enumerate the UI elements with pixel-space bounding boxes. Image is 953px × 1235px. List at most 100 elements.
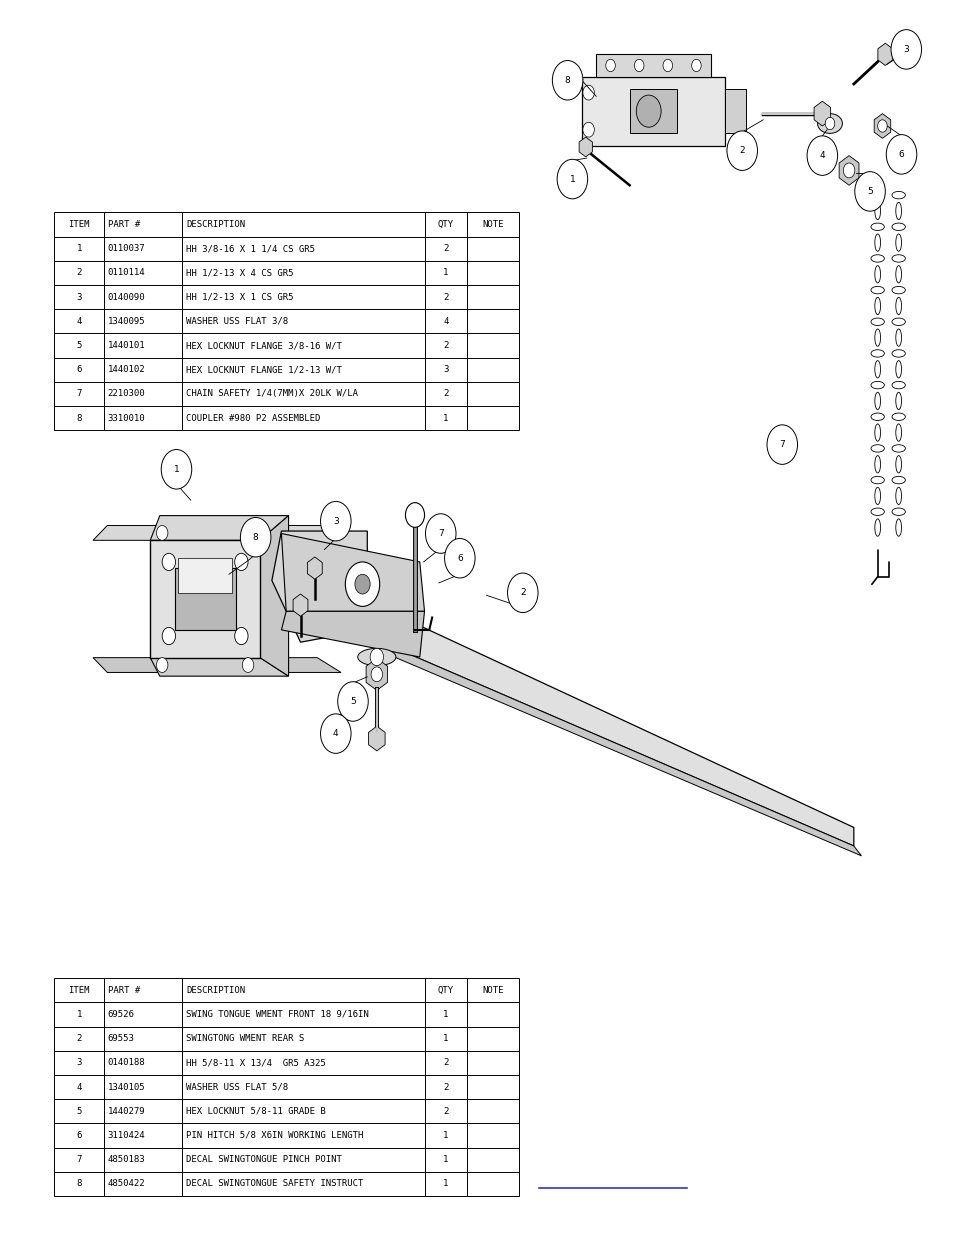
Ellipse shape xyxy=(874,393,880,410)
Polygon shape xyxy=(281,611,424,657)
Circle shape xyxy=(824,117,834,130)
Text: 1: 1 xyxy=(76,1010,82,1019)
Text: 7: 7 xyxy=(437,529,443,538)
Text: SWINGTONG WMENT REAR S: SWINGTONG WMENT REAR S xyxy=(186,1034,304,1044)
Ellipse shape xyxy=(870,508,883,515)
Ellipse shape xyxy=(895,456,901,473)
Polygon shape xyxy=(295,605,861,856)
Text: 1440101: 1440101 xyxy=(108,341,145,350)
Ellipse shape xyxy=(870,412,883,420)
FancyBboxPatch shape xyxy=(581,77,724,146)
Circle shape xyxy=(582,122,594,137)
Text: 7: 7 xyxy=(76,389,82,399)
Text: 5: 5 xyxy=(866,186,872,196)
Polygon shape xyxy=(272,531,367,642)
Circle shape xyxy=(662,59,672,72)
Circle shape xyxy=(337,682,368,721)
Circle shape xyxy=(507,573,537,613)
Circle shape xyxy=(355,574,370,594)
Text: 3110424: 3110424 xyxy=(108,1131,145,1140)
Text: 0140188: 0140188 xyxy=(108,1058,145,1067)
Text: 4: 4 xyxy=(443,317,448,326)
Polygon shape xyxy=(877,43,892,65)
Ellipse shape xyxy=(870,382,883,389)
Text: 3: 3 xyxy=(76,1058,82,1067)
Text: 1440102: 1440102 xyxy=(108,366,145,374)
Text: 2: 2 xyxy=(443,1107,448,1115)
Circle shape xyxy=(854,172,884,211)
Polygon shape xyxy=(368,726,385,751)
Text: 1: 1 xyxy=(443,1179,448,1188)
Circle shape xyxy=(234,627,248,645)
Text: PART #: PART # xyxy=(108,220,140,228)
Text: 0110037: 0110037 xyxy=(108,245,145,253)
Ellipse shape xyxy=(891,224,904,231)
Text: 0140090: 0140090 xyxy=(108,293,145,301)
Text: 8: 8 xyxy=(564,75,570,85)
Text: 4: 4 xyxy=(76,317,82,326)
Polygon shape xyxy=(873,114,890,138)
Text: 1: 1 xyxy=(76,245,82,253)
Text: HH 3/8-16 X 1 1/4 CS GR5: HH 3/8-16 X 1 1/4 CS GR5 xyxy=(186,245,314,253)
Ellipse shape xyxy=(895,266,901,283)
FancyBboxPatch shape xyxy=(151,541,259,657)
Text: 2: 2 xyxy=(739,146,744,156)
Text: 6: 6 xyxy=(456,553,462,563)
Text: NOTE: NOTE xyxy=(481,220,503,228)
FancyBboxPatch shape xyxy=(178,558,232,593)
FancyBboxPatch shape xyxy=(724,89,745,133)
Text: COUPLER #980 P2 ASSEMBLED: COUPLER #980 P2 ASSEMBLED xyxy=(186,414,320,422)
Text: 3310010: 3310010 xyxy=(108,414,145,422)
Text: 3: 3 xyxy=(76,293,82,301)
Ellipse shape xyxy=(874,203,880,220)
Text: 1: 1 xyxy=(569,174,575,184)
Ellipse shape xyxy=(874,266,880,283)
Text: 6: 6 xyxy=(898,149,903,159)
Text: 7: 7 xyxy=(779,440,784,450)
Text: PART #: PART # xyxy=(108,986,140,994)
Bar xyxy=(54,978,518,1195)
Text: 0110114: 0110114 xyxy=(108,268,145,278)
Ellipse shape xyxy=(895,233,901,251)
Polygon shape xyxy=(259,516,288,677)
Ellipse shape xyxy=(874,298,880,315)
Polygon shape xyxy=(92,657,341,672)
Text: 2: 2 xyxy=(443,245,448,253)
Ellipse shape xyxy=(895,424,901,441)
Text: HEX LOCKNUT FLANGE 1/2-13 W/T: HEX LOCKNUT FLANGE 1/2-13 W/T xyxy=(186,366,341,374)
Text: 4: 4 xyxy=(333,729,338,739)
Text: 2: 2 xyxy=(443,389,448,399)
Ellipse shape xyxy=(870,350,883,357)
FancyBboxPatch shape xyxy=(596,54,710,77)
Text: 4850183: 4850183 xyxy=(108,1155,145,1165)
Text: 1: 1 xyxy=(443,414,448,422)
Polygon shape xyxy=(578,137,592,157)
Ellipse shape xyxy=(895,519,901,536)
Text: DECAL SWINGTONGUE PINCH POINT: DECAL SWINGTONGUE PINCH POINT xyxy=(186,1155,341,1165)
Ellipse shape xyxy=(870,224,883,231)
Text: 4850422: 4850422 xyxy=(108,1179,145,1188)
Circle shape xyxy=(156,658,168,672)
Text: 3: 3 xyxy=(443,366,448,374)
Circle shape xyxy=(156,526,168,541)
Text: 4: 4 xyxy=(819,151,824,161)
Circle shape xyxy=(605,59,615,72)
Text: 1: 1 xyxy=(443,268,448,278)
Circle shape xyxy=(877,120,886,132)
Circle shape xyxy=(425,514,456,553)
Ellipse shape xyxy=(870,477,883,484)
Ellipse shape xyxy=(895,298,901,315)
Ellipse shape xyxy=(891,445,904,452)
Text: HEX LOCKNUT FLANGE 3/8-16 W/T: HEX LOCKNUT FLANGE 3/8-16 W/T xyxy=(186,341,341,350)
Text: DESCRIPTION: DESCRIPTION xyxy=(186,986,245,994)
Ellipse shape xyxy=(891,254,904,262)
Ellipse shape xyxy=(870,319,883,326)
Text: 6: 6 xyxy=(76,1131,82,1140)
Polygon shape xyxy=(281,534,424,611)
Text: 1340095: 1340095 xyxy=(108,317,145,326)
Polygon shape xyxy=(295,568,853,846)
Ellipse shape xyxy=(895,361,901,378)
Circle shape xyxy=(885,135,916,174)
Ellipse shape xyxy=(874,519,880,536)
Circle shape xyxy=(726,131,757,170)
